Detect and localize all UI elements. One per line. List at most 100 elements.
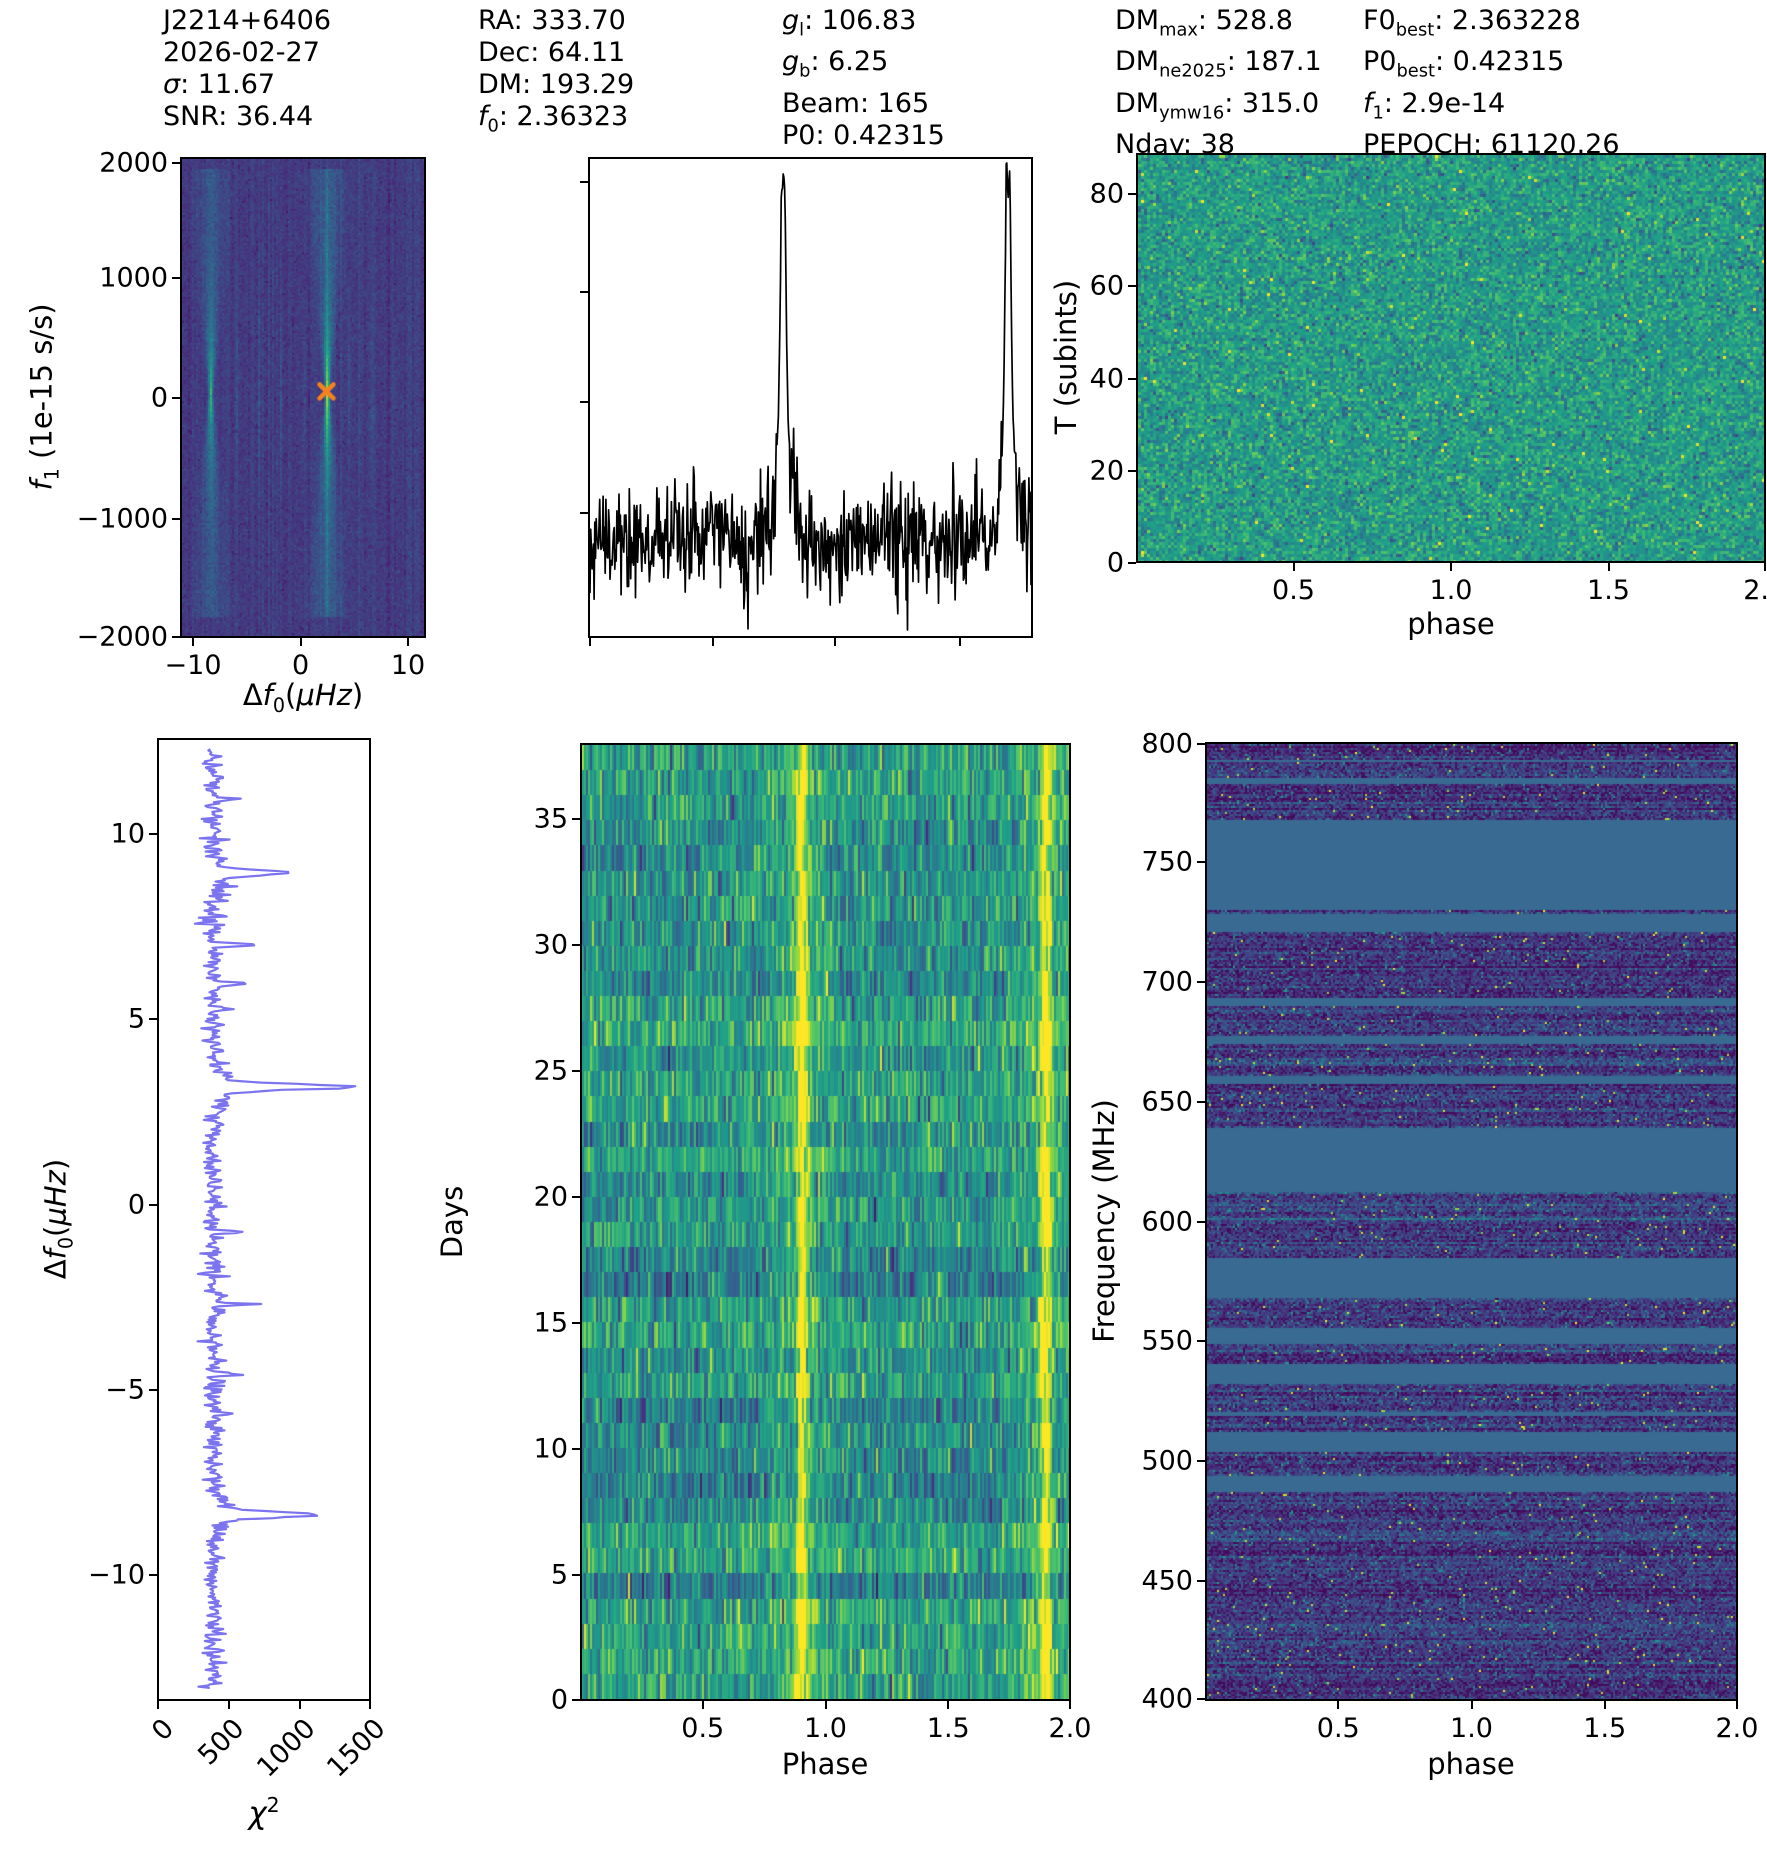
y-tick-label: 1000 xyxy=(99,262,168,294)
y-tick-mark xyxy=(149,1204,157,1207)
header-line: Beam: 165 xyxy=(782,87,930,119)
y-tick-mark xyxy=(1197,860,1205,863)
header-column-coords: RA: 333.70 Dec: 64.11 DM: 193.29 f0: 2.3632… xyxy=(478,5,634,142)
y-tick-label: 600 xyxy=(1141,1206,1193,1237)
panel-chisq xyxy=(157,738,371,1701)
header-column-source: J2214+6406 2026-02-27 σ: 11.67 SNR: 36.44 xyxy=(163,5,331,133)
y-tick-label: 20 xyxy=(533,1181,568,1213)
header-line: RA: 333.70 xyxy=(478,5,626,36)
x-tick-label: −10 xyxy=(164,650,222,681)
y-tick-mark xyxy=(1197,1698,1205,1701)
x-tick-mark xyxy=(1763,563,1766,571)
y-tick-label: 2000 xyxy=(99,147,168,179)
x-tick-label: 1.0 xyxy=(1429,575,1473,606)
x-tick-mark xyxy=(833,638,836,646)
x-tick-mark xyxy=(824,1701,827,1709)
y-tick-label: 15 xyxy=(533,1307,568,1339)
y-tick-mark xyxy=(572,1069,580,1072)
y-tick-label: 30 xyxy=(533,929,568,961)
y-tick-label: 750 xyxy=(1141,846,1193,878)
panel-subints xyxy=(1136,153,1766,563)
y-tick-label: 650 xyxy=(1141,1086,1193,1118)
header-column-dm: DMmax: 528.8 DMne2025: 187.1 DMymw16: 315.… xyxy=(1115,5,1322,161)
y-tick-mark xyxy=(580,291,588,294)
y-tick-label: 5 xyxy=(127,1003,145,1035)
y-tick-label: 800 xyxy=(1141,728,1193,760)
x-tick-mark xyxy=(1069,1701,1072,1709)
x-tick-label: 1.0 xyxy=(1450,1713,1493,1744)
profile-line-svg xyxy=(590,162,1031,631)
x-tick-mark xyxy=(156,1701,159,1709)
x-tick-mark xyxy=(369,1701,372,1709)
y-tick-label: 25 xyxy=(533,1055,568,1087)
x-tick-label: 0.5 xyxy=(1316,1713,1360,1744)
ffdot-heatmap-canvas xyxy=(182,159,424,636)
y-tick-mark xyxy=(149,1388,157,1391)
y-tick-mark xyxy=(572,1448,580,1451)
y-tick-mark xyxy=(172,161,180,164)
y-tick-mark xyxy=(572,817,580,820)
panel-days xyxy=(580,743,1071,1701)
header-line: f0: 2.36323 xyxy=(478,101,629,137)
chisq-line-svg xyxy=(193,748,357,1689)
y-tick-mark xyxy=(1197,1460,1205,1463)
y-tick-mark xyxy=(149,1573,157,1576)
header-line: P0best: 0.42315 xyxy=(1363,46,1565,82)
x-tick-label: 1.5 xyxy=(926,1713,970,1744)
header-line: J2214+6406 xyxy=(163,5,332,36)
x-tick-mark xyxy=(1607,563,1610,571)
x-tick-mark xyxy=(407,638,410,646)
x-tick-mark xyxy=(1470,1701,1473,1709)
x-tick-label: 0.5 xyxy=(1272,575,1315,606)
header-column-best: F0best: 2.363228 P0best: 0.42315 f1: 2.9e-… xyxy=(1363,5,1620,161)
y-tick-mark xyxy=(172,517,180,520)
y-tick-label: 10 xyxy=(110,818,145,850)
x-tick-label: 0 xyxy=(145,1713,180,1748)
chisq-x-axis-label: χ2 xyxy=(248,1793,280,1832)
x-tick-mark xyxy=(298,1701,301,1709)
subints-heatmap-canvas xyxy=(1138,155,1764,561)
y-tick-label: 550 xyxy=(1141,1325,1193,1357)
x-tick-label: 500 xyxy=(192,1713,251,1772)
ffdot-y-axis-label: f1 (1e-15 s/s) xyxy=(24,303,64,491)
x-tick-label: 2.0 xyxy=(1048,1713,1092,1744)
y-tick-mark xyxy=(1197,1220,1205,1223)
subints-y-axis-label: T (subints) xyxy=(1049,279,1083,435)
y-tick-mark xyxy=(1197,742,1205,745)
y-tick-label: 500 xyxy=(1141,1445,1193,1477)
header-line: 2026-02-27 xyxy=(163,37,320,68)
y-tick-label: −2000 xyxy=(76,621,168,653)
panel-ffdot xyxy=(180,157,426,638)
freq-heatmap-canvas xyxy=(1207,744,1736,1699)
header-line: gl: 106.83 xyxy=(782,5,917,41)
header-line: gb: 6.25 xyxy=(782,46,889,82)
x-tick-mark xyxy=(958,638,961,646)
freq-y-axis-label: Frequency (MHz) xyxy=(1087,1099,1121,1343)
x-tick-mark xyxy=(589,638,592,646)
panel-freq xyxy=(1205,742,1738,1701)
y-tick-label: 0 xyxy=(127,1189,145,1221)
y-tick-mark xyxy=(1128,470,1136,473)
x-tick-mark xyxy=(1337,1701,1340,1709)
y-tick-label: 60 xyxy=(1089,270,1124,302)
x-tick-label: 1.5 xyxy=(1583,1713,1627,1744)
header-line: Dec: 64.11 xyxy=(478,37,626,68)
y-tick-label: 0 xyxy=(1106,547,1124,579)
y-tick-label: 450 xyxy=(1141,1565,1193,1597)
y-tick-label: 0 xyxy=(550,1684,568,1716)
header-line: F0best: 2.363228 xyxy=(1363,5,1581,41)
x-tick-label: 2.0 xyxy=(1743,575,1767,606)
subints-x-axis-label: phase xyxy=(1407,607,1495,641)
y-tick-mark xyxy=(172,277,180,280)
y-tick-label: −1000 xyxy=(76,503,168,535)
ffdot-x-axis-label: Δf0(μHz) xyxy=(242,678,364,717)
y-tick-mark xyxy=(1128,377,1136,380)
x-tick-label: 0.5 xyxy=(681,1713,725,1744)
y-tick-mark xyxy=(1197,1100,1205,1103)
x-tick-mark xyxy=(192,638,195,646)
x-tick-mark xyxy=(711,638,714,646)
y-tick-mark xyxy=(1128,561,1136,564)
header-line: DMne2025: 187.1 xyxy=(1115,46,1322,82)
y-tick-label: 700 xyxy=(1141,966,1193,998)
y-tick-mark xyxy=(580,511,588,514)
